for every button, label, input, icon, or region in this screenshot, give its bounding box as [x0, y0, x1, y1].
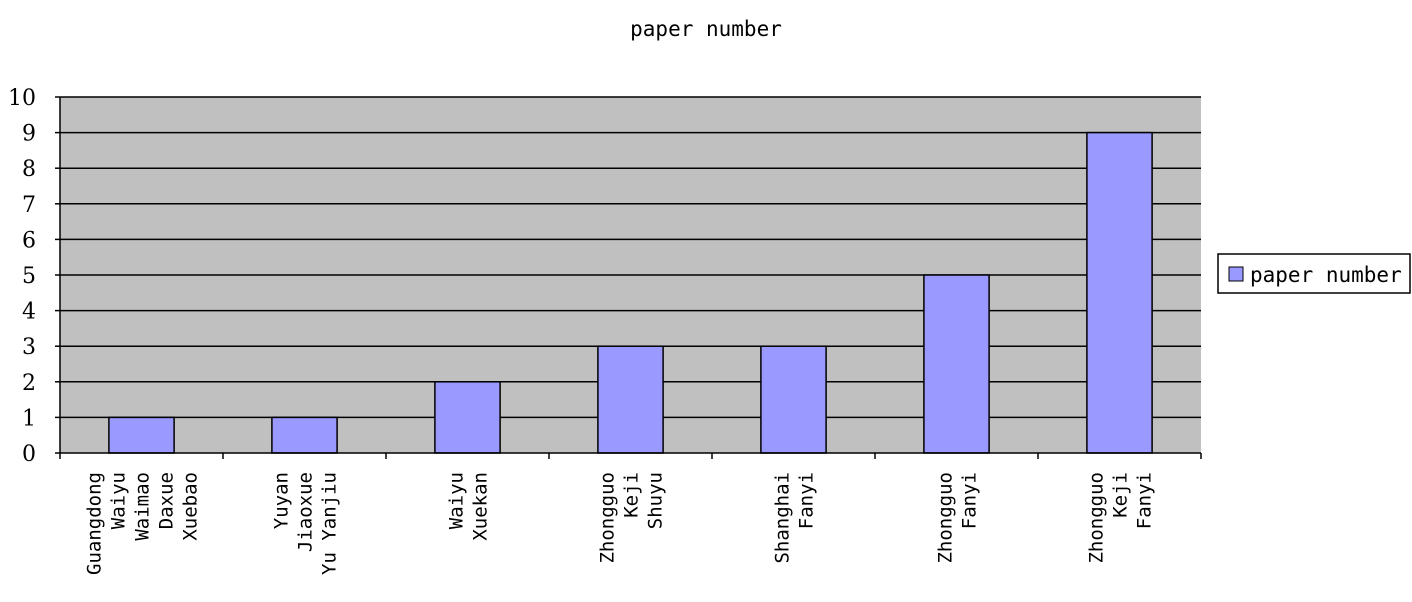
x-tick-label: Xuekan	[470, 472, 492, 541]
y-axis-ticks: 0 1 2 3 4 5 6 7 8 9 10	[8, 86, 60, 467]
x-axis-ticks: Guangdong Waiyu Waimao Daxue Xuebao Yuyan Jiao…	[59, 453, 1202, 575]
y-tick-label: 9	[22, 122, 36, 147]
bar	[597, 345, 664, 454]
x-tick-label: Shanghai	[772, 472, 794, 564]
bar	[923, 274, 990, 454]
y-tick-label: 6	[22, 228, 36, 253]
x-tick-label: Waiyu	[108, 472, 130, 529]
y-tick-label: 0	[22, 442, 36, 467]
x-tick-label: Zhongguo	[597, 472, 619, 564]
y-tick-label: 5	[22, 264, 36, 289]
x-tick-label: Keji	[621, 472, 643, 518]
y-tick-label: 2	[22, 371, 36, 396]
bar	[760, 345, 827, 454]
x-tick-label: Waiyu	[446, 472, 468, 529]
bars	[108, 131, 1153, 454]
x-tick-label: Keji	[1110, 472, 1132, 518]
bar	[1086, 131, 1153, 454]
y-tick-label: 1	[22, 406, 36, 431]
x-tick-label: Yu Yanjiu	[319, 472, 341, 575]
x-tick-label: Yuyan	[271, 472, 293, 529]
bar	[434, 381, 501, 454]
y-tick-label: 7	[22, 193, 36, 218]
x-tick-label: Daxue	[156, 472, 178, 529]
x-tick-label: Fanyi	[1134, 472, 1156, 529]
x-tick-label: Zhongguo	[1086, 472, 1108, 564]
x-tick-label: Fanyi	[959, 472, 981, 529]
bar	[108, 416, 175, 454]
legend: paper number	[1217, 253, 1411, 294]
bar	[271, 416, 338, 454]
legend-label: paper number	[1250, 263, 1402, 287]
x-tick-label: Zhongguo	[935, 472, 957, 564]
x-tick-label: Xuebao	[180, 472, 202, 541]
x-tick-label: Shuyu	[645, 472, 667, 529]
x-tick-label: Waimao	[132, 472, 154, 541]
y-tick-label: 8	[22, 157, 36, 182]
y-tick-label: 10	[8, 86, 36, 111]
x-tick-label: Fanyi	[796, 472, 818, 529]
x-tick-label: Guangdong	[84, 472, 106, 575]
legend-swatch	[1228, 266, 1244, 282]
legend-box	[1217, 253, 1411, 294]
x-tick-label: Jiaoxue	[295, 472, 317, 552]
chart-title: paper number	[630, 17, 782, 41]
y-tick-label: 4	[22, 300, 36, 325]
y-tick-label: 3	[22, 335, 36, 360]
